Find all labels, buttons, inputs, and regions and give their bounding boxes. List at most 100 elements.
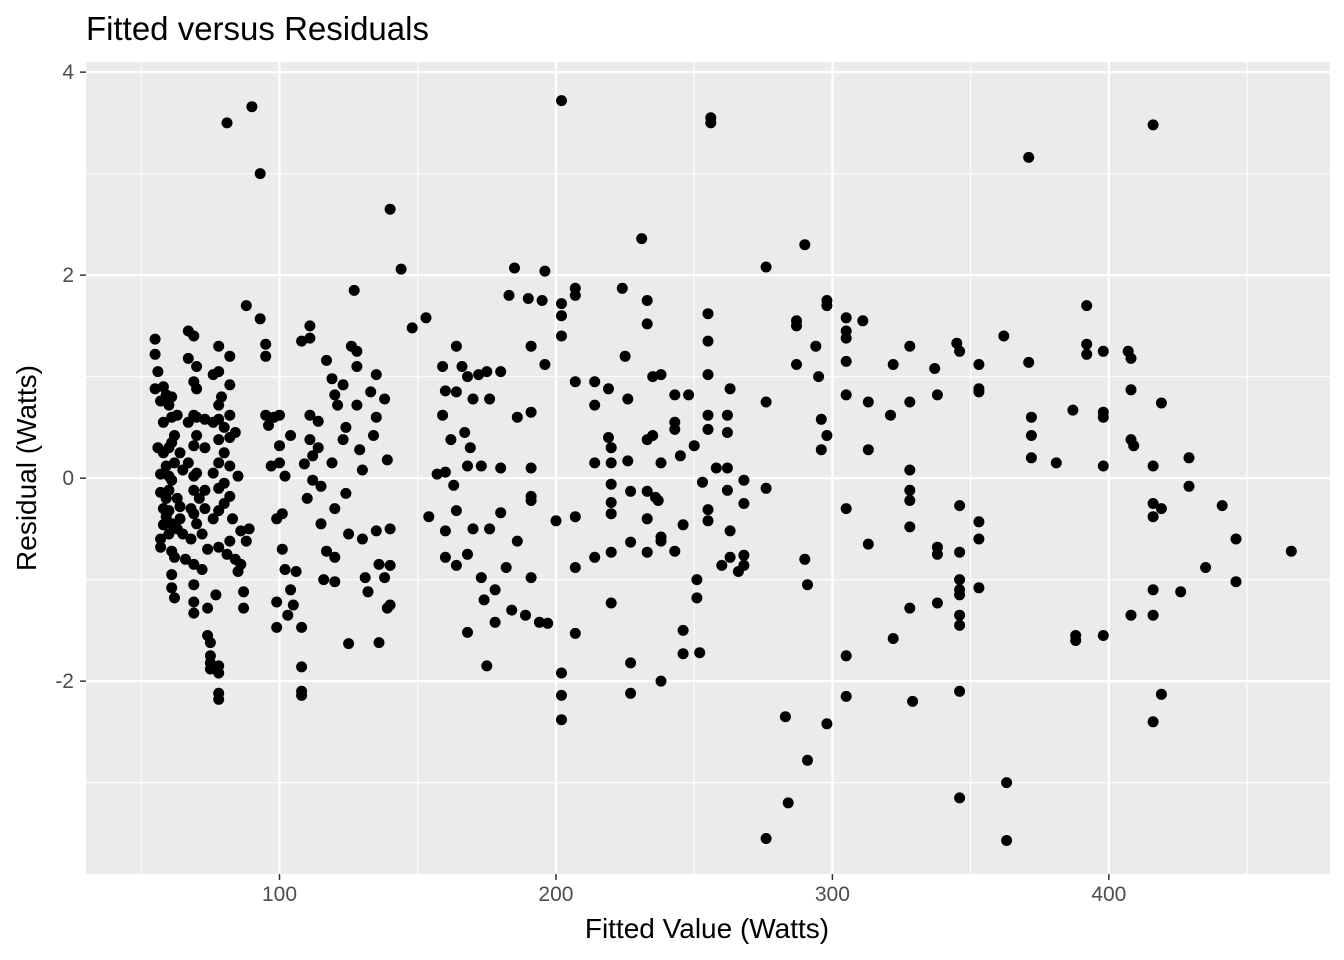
data-point bbox=[207, 467, 219, 479]
data-point bbox=[368, 430, 379, 441]
data-point bbox=[263, 419, 274, 431]
data-point bbox=[973, 533, 985, 545]
data-point bbox=[238, 586, 250, 598]
data-point bbox=[724, 551, 736, 563]
data-point bbox=[224, 535, 236, 547]
data-point bbox=[655, 535, 667, 547]
data-point bbox=[556, 298, 567, 310]
data-point bbox=[536, 295, 548, 306]
data-point bbox=[702, 335, 714, 347]
data-point bbox=[296, 661, 308, 673]
data-point bbox=[522, 293, 534, 304]
data-point bbox=[998, 330, 1010, 342]
data-point bbox=[304, 332, 316, 344]
data-point bbox=[450, 505, 462, 517]
data-point bbox=[539, 265, 551, 277]
data-point bbox=[318, 574, 330, 586]
data-point bbox=[207, 513, 219, 525]
data-point bbox=[166, 391, 178, 403]
data-point bbox=[907, 695, 919, 707]
data-point bbox=[904, 464, 916, 476]
x-axis-title: Fitted Value (Watts) bbox=[585, 913, 829, 944]
data-point bbox=[862, 396, 874, 408]
data-point bbox=[362, 586, 374, 598]
data-point bbox=[188, 579, 200, 591]
data-point bbox=[191, 383, 203, 395]
data-point bbox=[276, 508, 288, 520]
data-point bbox=[904, 495, 916, 506]
data-point bbox=[1025, 411, 1037, 423]
data-point bbox=[636, 233, 648, 245]
data-point bbox=[437, 361, 449, 372]
data-point bbox=[379, 572, 391, 584]
data-point bbox=[282, 609, 294, 621]
data-point bbox=[840, 355, 852, 367]
data-point bbox=[694, 647, 706, 659]
data-point bbox=[218, 421, 230, 433]
data-point bbox=[224, 490, 236, 502]
x-tick-label: 100 bbox=[262, 883, 297, 906]
data-point bbox=[525, 495, 537, 506]
data-point bbox=[381, 454, 393, 466]
data-point bbox=[931, 597, 943, 609]
data-point bbox=[213, 457, 225, 469]
data-point bbox=[569, 376, 581, 388]
data-point bbox=[166, 474, 178, 486]
data-point bbox=[641, 546, 653, 558]
data-point bbox=[525, 406, 537, 418]
data-point bbox=[174, 447, 186, 459]
data-point bbox=[296, 689, 308, 701]
data-point bbox=[274, 440, 285, 452]
data-point bbox=[702, 308, 714, 320]
data-point bbox=[180, 553, 191, 565]
data-point bbox=[188, 440, 200, 452]
data-point bbox=[152, 366, 164, 378]
data-point bbox=[1183, 452, 1195, 464]
data-point bbox=[862, 538, 874, 550]
data-point bbox=[550, 515, 562, 527]
data-point bbox=[240, 535, 252, 547]
data-point bbox=[1050, 457, 1062, 469]
data-point bbox=[887, 633, 899, 644]
data-point bbox=[1097, 411, 1109, 423]
data-point bbox=[605, 546, 617, 558]
data-point bbox=[721, 427, 733, 438]
data-point bbox=[904, 396, 916, 408]
data-point bbox=[182, 352, 194, 364]
data-point bbox=[227, 513, 238, 525]
data-point bbox=[216, 391, 227, 403]
data-point bbox=[450, 340, 462, 352]
data-point bbox=[603, 432, 614, 443]
data-point bbox=[802, 754, 813, 766]
data-point bbox=[721, 484, 733, 496]
data-point bbox=[782, 797, 794, 809]
data-point bbox=[1081, 338, 1093, 350]
data-point bbox=[296, 335, 308, 347]
data-point bbox=[721, 462, 733, 474]
data-point bbox=[904, 521, 916, 533]
data-point bbox=[354, 444, 366, 456]
data-point bbox=[254, 168, 266, 180]
data-point bbox=[149, 333, 161, 345]
data-point bbox=[213, 413, 225, 425]
data-point bbox=[351, 361, 363, 372]
data-point bbox=[954, 589, 966, 601]
data-point bbox=[290, 566, 302, 577]
data-point bbox=[702, 504, 714, 516]
data-point bbox=[1230, 533, 1242, 545]
data-point bbox=[370, 411, 382, 423]
data-point bbox=[647, 371, 659, 383]
data-point bbox=[340, 487, 352, 499]
data-point bbox=[337, 379, 349, 391]
data-point bbox=[702, 409, 714, 421]
data-point bbox=[677, 624, 689, 636]
data-point bbox=[677, 648, 689, 660]
data-point bbox=[1200, 562, 1212, 573]
data-point bbox=[802, 579, 813, 591]
data-point bbox=[625, 687, 637, 699]
data-point bbox=[862, 444, 874, 456]
data-point bbox=[683, 389, 695, 401]
data-point bbox=[954, 609, 966, 621]
data-point bbox=[973, 386, 985, 398]
data-point bbox=[365, 386, 377, 398]
